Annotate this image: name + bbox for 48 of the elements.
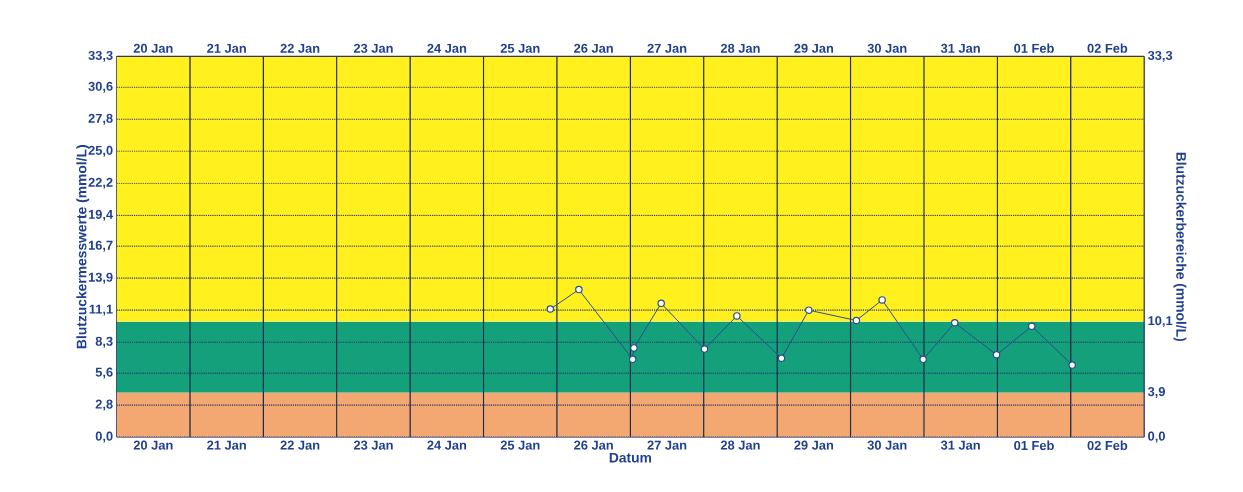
y2-tick-label: 33,3 xyxy=(1147,50,1173,62)
y2-axis-title: Blutzuckerbereiche (mmol/L) xyxy=(1173,152,1187,341)
y-tick-label: 16,7 xyxy=(88,240,113,252)
x2-tick-label: 28 Jan xyxy=(720,43,760,53)
y-tick-label: 19,4 xyxy=(88,209,114,221)
x2-tick-label: 22 Jan xyxy=(280,43,320,53)
x2-tick-label: 20 Jan xyxy=(133,43,173,53)
x-tick-label: 31 Jan xyxy=(940,440,980,450)
x2-tick-label: 26 Jan xyxy=(574,43,613,53)
x-tick-label: 20 Jan xyxy=(133,440,173,450)
y-tick-label: 11,1 xyxy=(89,304,113,316)
x2-tick-label: 30 Jan xyxy=(867,43,907,53)
y-axis-title: Blutzuckermesswerte (mmol/L) xyxy=(76,144,90,348)
x2-tick-label: 01 Feb xyxy=(1014,43,1054,53)
x2-tick-label: 24 Jan xyxy=(427,43,467,53)
x-tick-label: 02 Feb xyxy=(1087,440,1128,450)
y-tick-label: 27,8 xyxy=(88,113,113,125)
x2-tick-label: 25 Jan xyxy=(500,43,540,53)
x-tick-label: 21 Jan xyxy=(207,440,246,450)
x-axis-title: Datum xyxy=(609,452,652,463)
x2-tick-label: 21 Jan xyxy=(207,43,246,53)
x-tick-label: 01 Feb xyxy=(1014,440,1054,450)
y2-tick-label: 0,0 xyxy=(1148,431,1165,443)
x2-tick-label: 29 Jan xyxy=(794,43,834,53)
x2-tick-label: 23 Jan xyxy=(353,43,393,53)
y-tick-label: 0,0 xyxy=(95,431,113,443)
x-tick-label: 22 Jan xyxy=(280,440,320,450)
y-tick-label: 30,6 xyxy=(88,81,113,93)
x-tick-label: 23 Jan xyxy=(353,440,393,450)
x-tick-label: 25 Jan xyxy=(500,440,540,450)
y-tick-label: 25,0 xyxy=(88,145,113,157)
x-tick-label: 24 Jan xyxy=(427,440,467,450)
y2-tick-label: 10,1 xyxy=(1148,315,1173,327)
y-tick-label: 33,3 xyxy=(88,50,113,62)
x2-tick-label: 02 Feb xyxy=(1087,43,1128,53)
y2-tick-label: 3,9 xyxy=(1147,386,1165,398)
x2-tick-label: 27 Jan xyxy=(647,43,687,53)
y-tick-label: 2,8 xyxy=(95,399,113,411)
y-tick-label: 8,3 xyxy=(95,336,113,348)
y-tick-label: 5,6 xyxy=(95,367,113,379)
x-tick-label: 26 Jan xyxy=(574,440,613,450)
x-tick-label: 27 Jan xyxy=(647,440,687,450)
y-tick-label: 13,9 xyxy=(88,272,113,284)
x-tick-label: 30 Jan xyxy=(867,440,907,450)
y-tick-label: 22,2 xyxy=(88,177,113,189)
x-tick-label: 28 Jan xyxy=(720,440,760,450)
x2-tick-label: 31 Jan xyxy=(940,43,980,53)
x-tick-label: 29 Jan xyxy=(794,440,834,450)
